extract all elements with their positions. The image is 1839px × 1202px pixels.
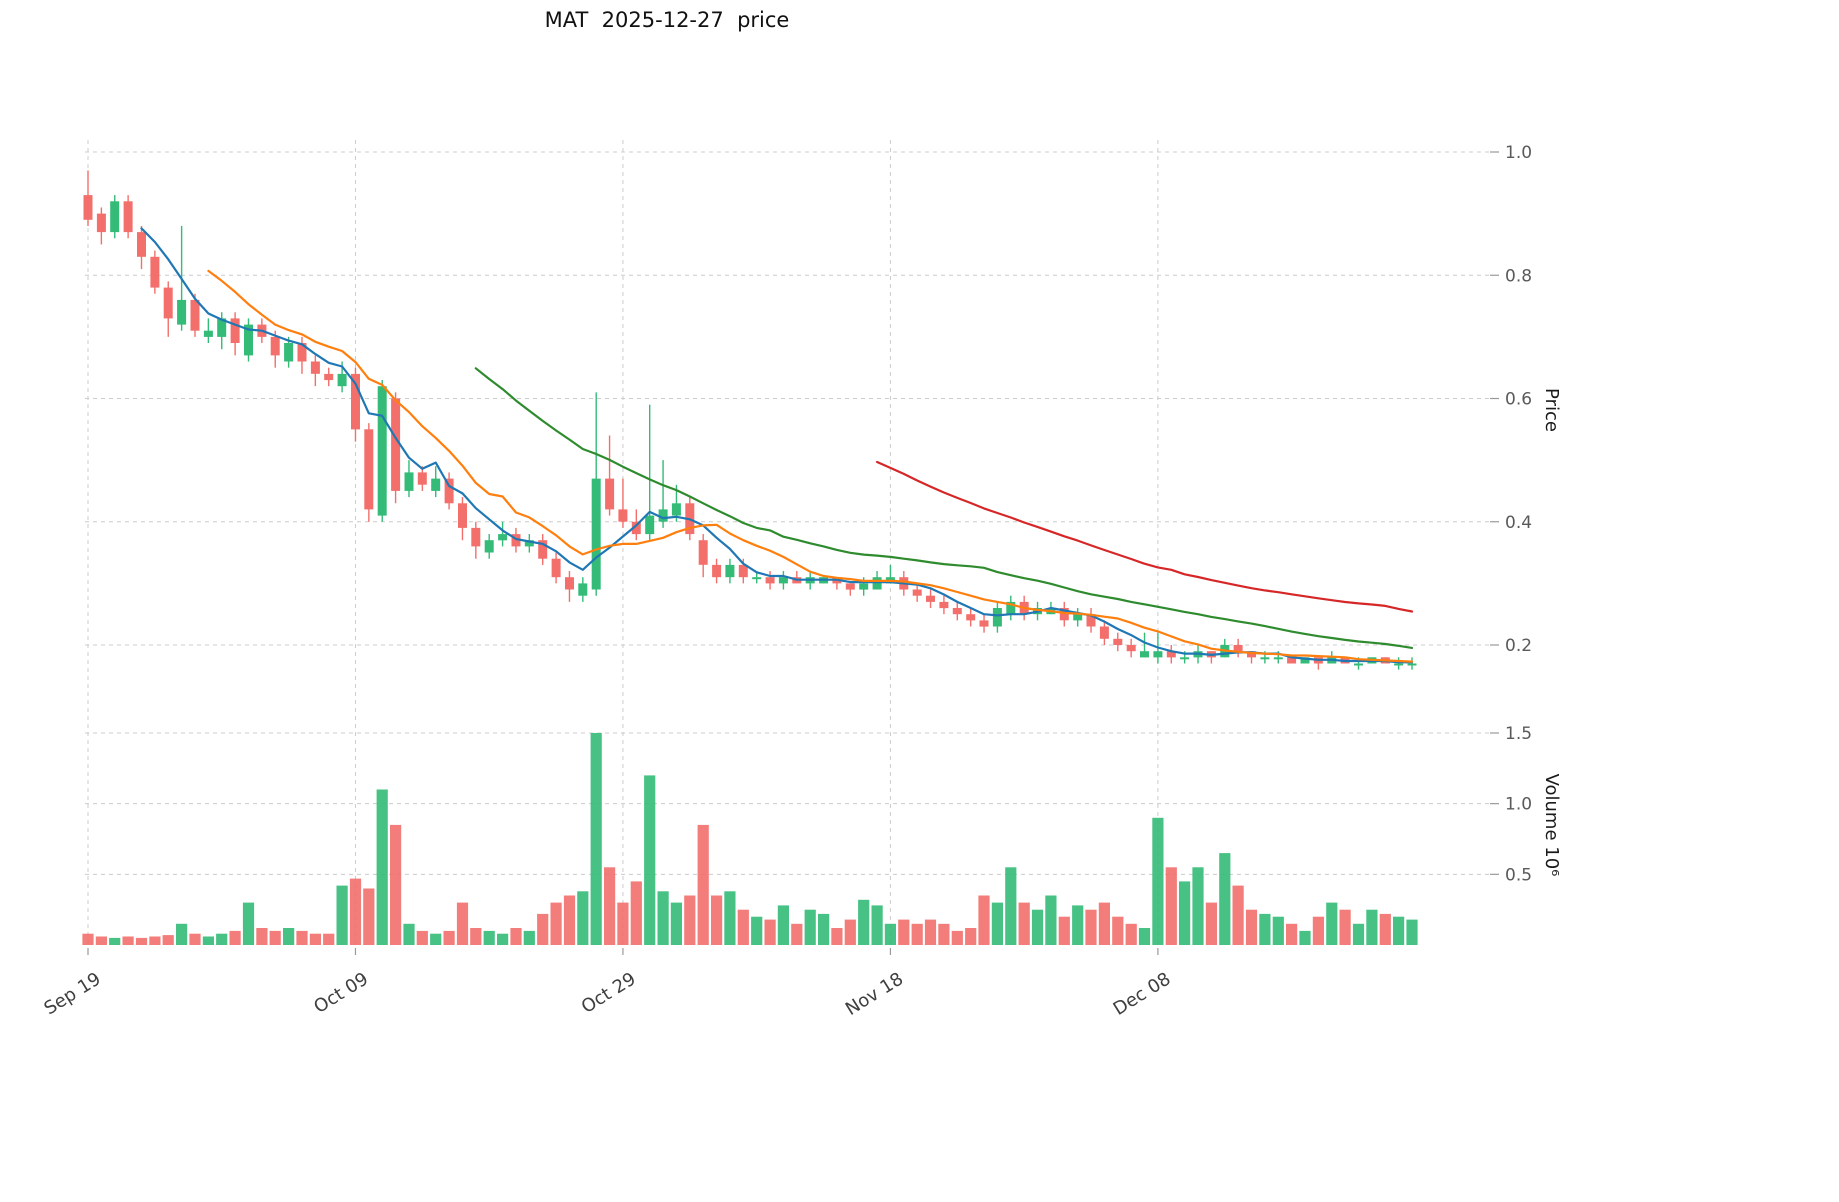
volume-tick-label: 1.5 xyxy=(1505,724,1532,744)
volume-bars xyxy=(82,733,1418,945)
date-tick-label: Sep 19 xyxy=(40,968,104,1019)
price-axis-label: Price xyxy=(1541,388,1562,432)
volume-axis-label: Volume 10⁶ xyxy=(1541,774,1562,877)
date-tick-label: Dec 08 xyxy=(1110,968,1175,1019)
date-tick-label: Oct 29 xyxy=(578,968,640,1017)
price-tick-label: 0.4 xyxy=(1505,513,1532,533)
price-tick-label: 1.0 xyxy=(1505,143,1532,163)
ma30-line xyxy=(474,367,1414,649)
axis-labels: Price Volume 10⁶ xyxy=(1541,388,1562,876)
ma10-line xyxy=(207,269,1414,663)
date-tick-label: Oct 09 xyxy=(310,968,372,1017)
volume-tick-label: 1.0 xyxy=(1505,795,1532,815)
gridlines xyxy=(85,140,1490,945)
volume-tick-label: 0.5 xyxy=(1505,865,1532,885)
date-tick-label: Nov 18 xyxy=(842,968,907,1020)
ma5-line xyxy=(140,227,1414,664)
price-tick-label: 0.8 xyxy=(1505,266,1532,286)
candle-wicks xyxy=(87,170,1413,670)
price-tick-label: 0.2 xyxy=(1505,636,1532,656)
candle-bodies xyxy=(83,195,1417,666)
price-tick-label: 0.6 xyxy=(1505,390,1532,410)
moving-average-lines xyxy=(140,227,1414,664)
chart-title: MAT 2025-12-27 price xyxy=(544,8,790,32)
axis-tick-marks xyxy=(87,151,1499,955)
ma60-line xyxy=(876,460,1414,613)
